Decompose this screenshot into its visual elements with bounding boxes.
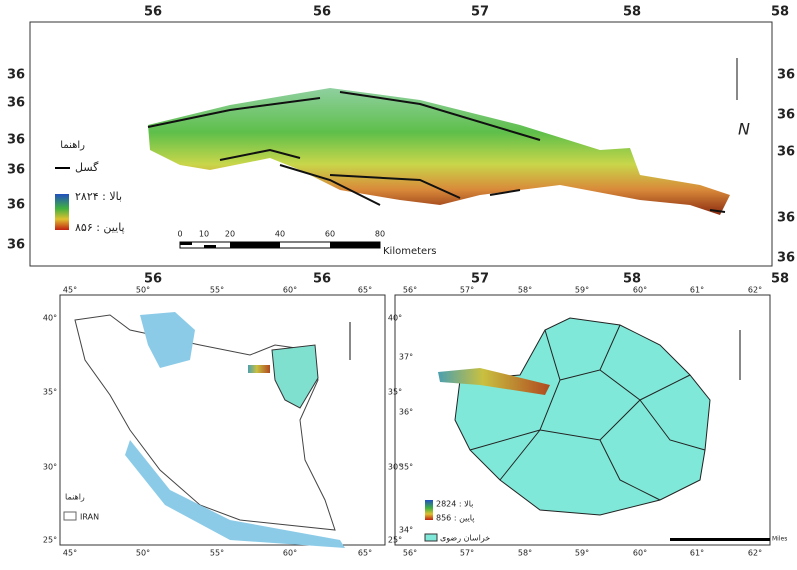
tick-label: 34° xyxy=(399,526,413,535)
tick-label: 36 xyxy=(777,68,795,83)
tick-label: 56° xyxy=(403,549,417,558)
tick-label: 60 xyxy=(325,230,335,239)
study-area xyxy=(248,365,270,373)
iran-legend-item: IRAN xyxy=(80,513,99,522)
tick-label: 62° xyxy=(748,549,762,558)
tick-label: 36 xyxy=(7,68,25,83)
tick-label: 50° xyxy=(136,286,150,295)
tick-label: 56° xyxy=(403,286,417,295)
iran-frame xyxy=(59,294,386,546)
study-area-2 xyxy=(438,368,550,395)
tick-label: 30° xyxy=(43,463,57,472)
tick-label: 36 xyxy=(777,145,795,160)
legend-high: بالا : ۲۸۲۴ xyxy=(75,190,122,203)
tick-label: 45° xyxy=(63,286,77,295)
tick-label: 36 xyxy=(777,108,795,123)
legend-title: راهنما xyxy=(60,140,85,151)
tick-label: 60° xyxy=(283,549,297,558)
tick-label: 59° xyxy=(575,286,589,295)
tick-label: 36 xyxy=(777,251,795,266)
legend-low: پایین : ۸۵۶ xyxy=(75,221,125,234)
tick-label: 58 xyxy=(771,272,789,287)
tick-label: 60° xyxy=(633,549,647,558)
tick-label: 25° xyxy=(43,536,57,545)
tick-label: 55° xyxy=(210,549,224,558)
tick-label: 57° xyxy=(460,549,474,558)
tick-label: 57° xyxy=(460,286,474,295)
iran-legend-title: راهنما xyxy=(65,493,85,502)
legend-fault: گسل xyxy=(75,161,99,174)
tick-label: 35° xyxy=(43,388,57,397)
tick-label: 36 xyxy=(7,163,25,178)
tick-label: 50° xyxy=(136,549,150,558)
tick-label: 58 xyxy=(623,5,641,20)
tick-label: 36 xyxy=(7,198,25,213)
k-legend-item: خراسان رضوی xyxy=(440,534,490,543)
faults xyxy=(147,91,726,213)
tick-label: 40 xyxy=(275,230,285,239)
tick-label: 56 xyxy=(313,272,331,287)
tick-label: 56 xyxy=(144,5,162,20)
tick-label: 57 xyxy=(471,5,489,20)
tick-label: 0 xyxy=(177,230,182,239)
tick-label: 61° xyxy=(690,286,704,295)
tick-label: 58° xyxy=(518,549,532,558)
k-legend-low: 856 : پایین xyxy=(436,514,474,523)
tick-label: 58 xyxy=(623,272,641,287)
county-borders xyxy=(469,324,706,501)
elevation-area xyxy=(148,88,730,215)
khorasan-region xyxy=(271,344,319,409)
tick-label: 25° xyxy=(388,536,402,545)
tick-label: 62° xyxy=(748,286,762,295)
k-scale-unit: Miles xyxy=(772,536,787,543)
tick-label: 20 xyxy=(225,230,235,239)
tick-label: 58° xyxy=(518,286,532,295)
tick-label: 36 xyxy=(7,96,25,111)
tick-label: 36° xyxy=(399,408,413,417)
tick-label: 57 xyxy=(471,272,489,287)
scale-bar xyxy=(179,241,381,249)
tick-label: 45° xyxy=(63,549,77,558)
scale-unit: Kilometers xyxy=(383,246,437,257)
tick-label: 65° xyxy=(358,286,372,295)
tick-label: 60° xyxy=(633,286,647,295)
tick-label: 40° xyxy=(388,314,402,323)
tick-label: 36 xyxy=(7,133,25,148)
tick-label: 55° xyxy=(210,286,224,295)
top-frame xyxy=(29,21,773,267)
k-legend-swatch xyxy=(425,500,433,520)
caspian-sea xyxy=(140,312,195,368)
k-legend-high: 2824 : بالا xyxy=(436,500,473,509)
tick-label: 56 xyxy=(144,272,162,287)
tick-label: 59° xyxy=(575,549,589,558)
tick-label: 35° xyxy=(388,388,402,397)
tick-label: 40° xyxy=(43,314,57,323)
tick-label: 65° xyxy=(358,549,372,558)
tick-label: 80 xyxy=(375,230,385,239)
tick-label: 36 xyxy=(7,238,25,253)
tick-label: 30° xyxy=(388,463,402,472)
khorasan-frame xyxy=(394,294,771,546)
k-legend-box xyxy=(424,533,438,542)
tick-label: 60° xyxy=(283,286,297,295)
tick-label: 58 xyxy=(771,5,789,20)
tick-label: 10 xyxy=(199,230,209,239)
tick-label: 61° xyxy=(690,549,704,558)
north-symbol: N xyxy=(738,120,750,139)
tick-label: 37° xyxy=(399,353,413,362)
tick-label: 35° xyxy=(399,463,413,472)
elevation-swatch xyxy=(55,194,69,230)
tick-label: 56 xyxy=(313,5,331,20)
persian-gulf xyxy=(125,440,345,548)
iran-swatch xyxy=(63,511,77,521)
tick-label: 36 xyxy=(777,211,795,226)
k-scale-bar xyxy=(670,538,770,541)
